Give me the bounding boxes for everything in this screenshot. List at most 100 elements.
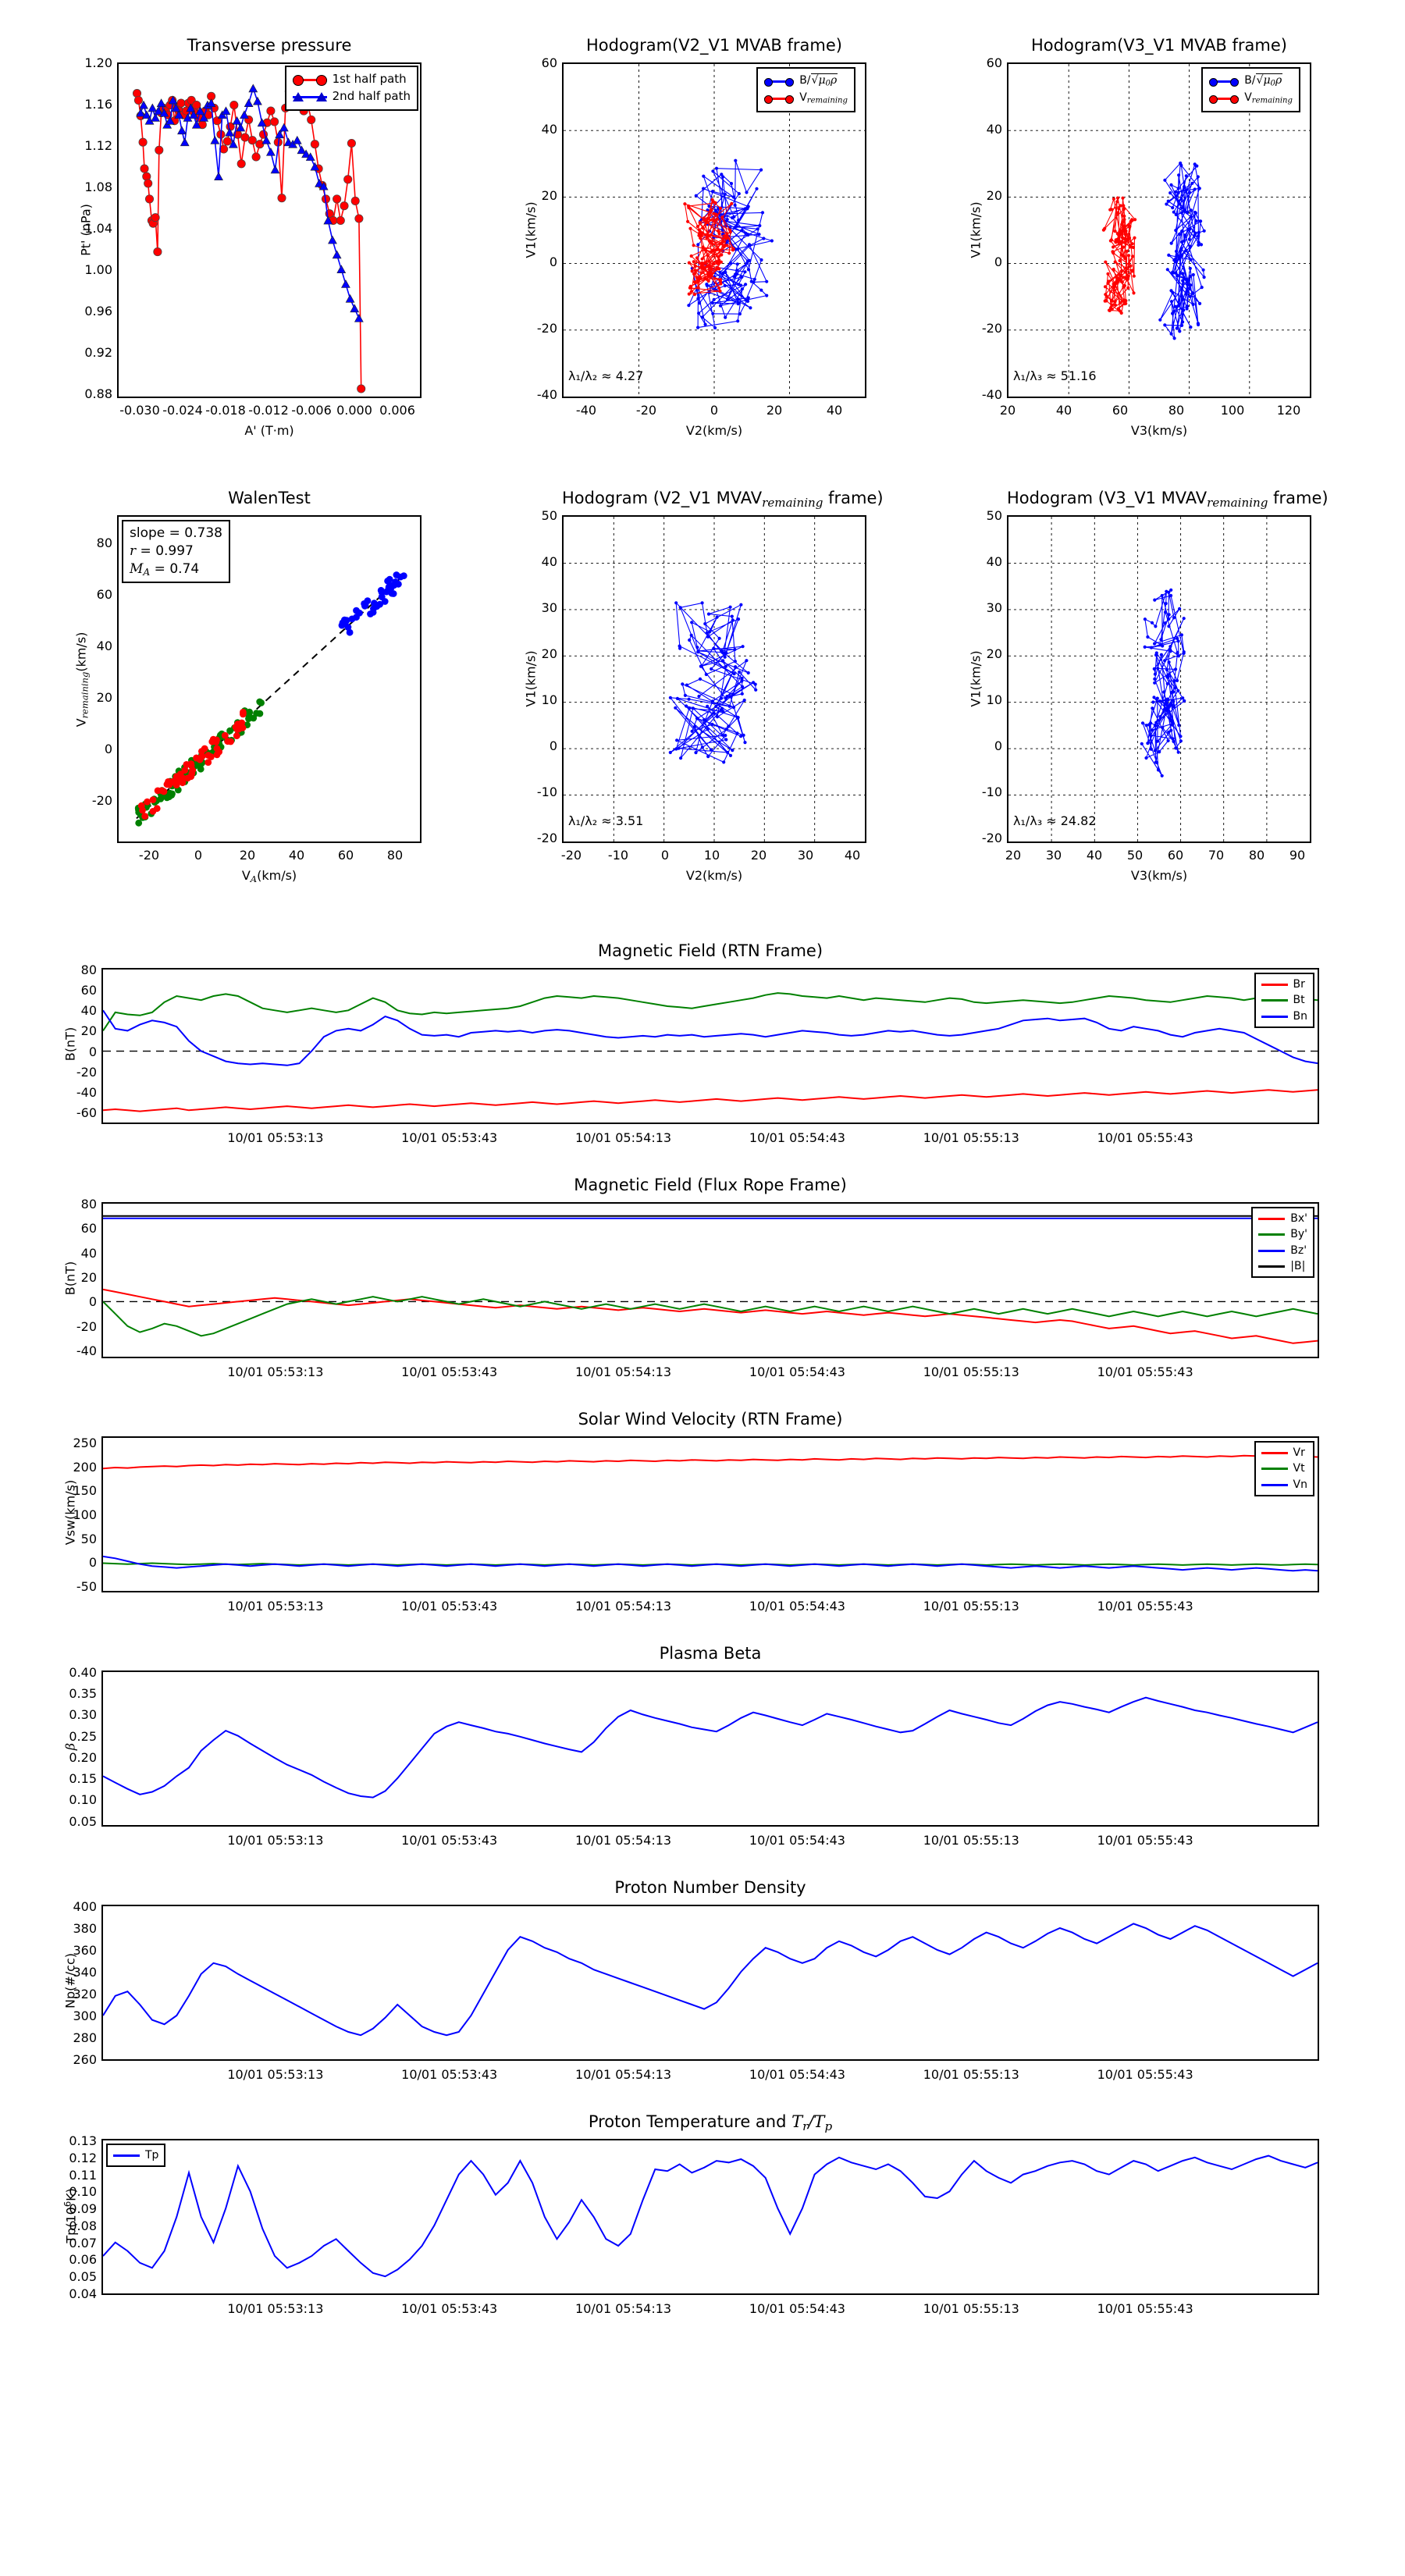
eigenvalue-ratio-annotation: λ₁/λ₂ ≈ 4.27 (568, 368, 644, 383)
ytick: 0.08 (69, 2218, 97, 2233)
ytick: -20 (981, 321, 1002, 336)
ytick: 40 (541, 554, 557, 569)
xtick: 0 (194, 848, 203, 863)
plot-area (1007, 62, 1311, 398)
xtick: -20 (560, 848, 582, 863)
x-axis-label: VA(km/s) (241, 868, 297, 884)
legend-item-tp: Tp (113, 2147, 158, 2163)
legend-label: Bn (1293, 1009, 1307, 1023)
ytick: 60 (986, 55, 1002, 70)
ytick: 0.30 (69, 1707, 97, 1723)
panel-transverse-pressure: Transverse pressure 1st half path 2nd ha… (79, 36, 422, 438)
ytick: 60 (541, 55, 557, 70)
panel-walen-test: WalenTest slope = 0.738 r = 0.997 MA = 0… (74, 489, 422, 884)
y-axis-label: V1(km/s) (523, 650, 539, 707)
ytick: 10 (541, 692, 557, 707)
line-blue-icon (1209, 75, 1240, 87)
panel-title: WalenTest (228, 489, 311, 507)
ytick: 0.06 (69, 2252, 97, 2268)
xtick: 90 (1289, 848, 1306, 863)
ytick: 1.08 (84, 180, 112, 194)
ytick: 0.10 (69, 1792, 97, 1808)
line-vr-icon (1261, 1448, 1288, 1457)
ytick: 250 (73, 1436, 97, 1451)
xtick: 10/01 05:54:43 (749, 2301, 845, 2316)
ytick: 300 (73, 2008, 97, 2023)
panel-title: Hodogram (V3_V1 MVAVremaining frame) (1007, 489, 1329, 510)
ytick: 380 (73, 1921, 97, 1936)
legend-transverse-pressure: 1st half path 2nd half path (284, 66, 418, 111)
ytick: 0 (88, 1044, 97, 1059)
panel-title: Proton Temperature and Tr/Tp (588, 2112, 833, 2133)
y-axis-label: V1(km/s) (968, 650, 984, 707)
xtick: 10 (703, 848, 720, 863)
ytick: 0.35 (69, 1686, 97, 1702)
panel-hodogram-mvab-v3v1: Hodogram(V3_V1 MVAB frame) B/√μ0ρ (969, 36, 1311, 438)
ytick: 280 (73, 2030, 97, 2045)
ytick: -10 (981, 785, 1002, 799)
xtick: 20 (750, 848, 767, 863)
line-blue-icon (764, 75, 795, 87)
xtick: -0.024 (162, 403, 203, 418)
ytick: 0.10 (69, 2184, 97, 2200)
xtick: 10/01 05:55:13 (923, 1599, 1019, 1614)
xtick: 10/01 05:53:43 (401, 2067, 498, 2082)
ytick: 0.05 (69, 1813, 97, 1829)
xtick: 10/01 05:53:13 (227, 2067, 324, 2082)
y-axis-label: V1(km/s) (523, 201, 539, 258)
hodogram-v2v1-mvav-plot (564, 517, 865, 841)
y-axis-label: Tp(106K) (62, 2188, 79, 2243)
ytick: -60 (76, 1105, 97, 1120)
legend-label: Tp (145, 2149, 159, 2161)
panel-title: Solar Wind Velocity (RTN Frame) (578, 1410, 843, 1429)
xtick: 10/01 05:54:43 (749, 1833, 845, 1848)
ytick: 20 (80, 1023, 97, 1039)
xtick: 10/01 05:55:43 (1097, 1364, 1193, 1379)
legend-item-by: By' (1258, 1226, 1307, 1242)
xtick: 10/01 05:55:13 (923, 2067, 1019, 2082)
xtick: 70 (1208, 848, 1225, 863)
ytick: 1.16 (84, 97, 112, 112)
xtick: -10 (607, 848, 629, 863)
plot-area (101, 1670, 1319, 1827)
ytick: 0.11 (69, 2167, 97, 2183)
ytick: 40 (541, 122, 557, 137)
xtick: 10/01 05:55:43 (1097, 2301, 1193, 2316)
ytick: 40 (80, 1003, 97, 1019)
xtick: 10/01 05:55:13 (923, 2301, 1019, 2316)
hodogram-v3v1-mvav-plot (1008, 517, 1310, 841)
ytick: 260 (73, 2052, 97, 2067)
ytick: 40 (986, 122, 1002, 137)
legend-label: |B| (1290, 1259, 1306, 1272)
plot-area (101, 2139, 1319, 2295)
plot-area (101, 1202, 1319, 1358)
xtick: 40 (1086, 848, 1103, 863)
y-axis-label: Np(#/cc) (62, 1953, 78, 2008)
legend-item-2nd: 2nd half path (292, 88, 411, 105)
ytick: 0 (994, 254, 1002, 269)
xtick: -0.012 (248, 403, 289, 418)
xtick: 10/01 05:54:13 (575, 1599, 672, 1614)
legend-item-vn: Vn (1261, 1477, 1307, 1493)
xtick: 10/01 05:53:43 (401, 1364, 498, 1379)
xtick: 10/01 05:53:13 (227, 1130, 324, 1145)
ytick: 40 (80, 1245, 97, 1261)
legend-label: B/√μ0ρ (1244, 73, 1283, 88)
ytick: 150 (73, 1483, 97, 1499)
xtick: -0.018 (205, 403, 246, 418)
xtick: 10/01 05:53:43 (401, 1833, 498, 1848)
legend-label: Vt (1293, 1462, 1305, 1475)
line-bz-icon (1258, 1246, 1286, 1255)
marker-circle-red-icon (292, 73, 327, 86)
ytick: 0.92 (84, 345, 112, 360)
eigenvalue-ratio-annotation: λ₁/λ₃ ≈ 51.16 (1013, 368, 1097, 383)
xtick: 10/01 05:54:13 (575, 1833, 672, 1848)
ytick: 0.05 (69, 2269, 97, 2285)
ytick: 0 (88, 1555, 97, 1571)
xtick: 10/01 05:54:13 (575, 2067, 672, 2082)
legend-item-v: Vremaining (1209, 90, 1293, 107)
legend-label: Br (1293, 978, 1305, 991)
plot-area (101, 1905, 1319, 2061)
ytick: 50 (80, 1531, 97, 1546)
